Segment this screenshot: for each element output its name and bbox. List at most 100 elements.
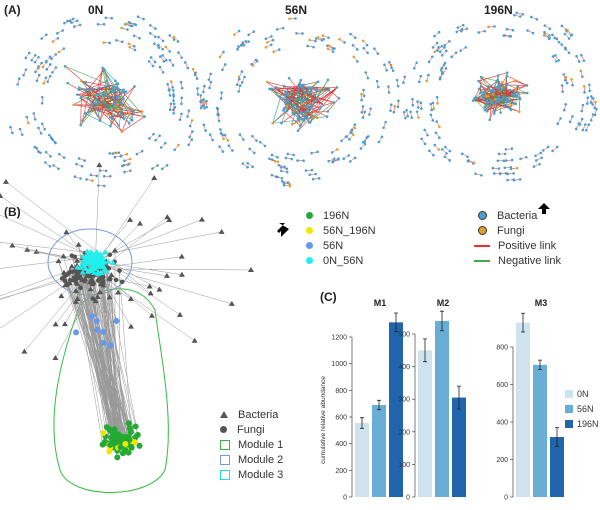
bacteria-node	[52, 321, 59, 327]
edge	[503, 75, 508, 98]
node	[361, 39, 365, 43]
node	[282, 109, 285, 112]
node	[485, 98, 489, 101]
edge	[102, 98, 113, 110]
node	[34, 70, 37, 74]
node	[563, 108, 566, 112]
node	[102, 22, 106, 26]
node	[534, 154, 537, 158]
node	[580, 109, 583, 113]
node	[191, 130, 194, 133]
node	[506, 178, 509, 182]
edge	[131, 111, 134, 121]
node	[296, 107, 300, 110]
network-56N	[199, 17, 400, 188]
node	[406, 114, 409, 118]
bar-56N	[372, 405, 386, 497]
node	[92, 101, 96, 105]
node	[54, 53, 58, 56]
bar-0N	[516, 322, 530, 497]
node	[108, 108, 112, 111]
node	[592, 97, 595, 100]
edge	[0, 242, 101, 255]
node	[48, 165, 52, 168]
node	[98, 109, 101, 113]
network-196N	[402, 11, 598, 182]
node	[161, 47, 165, 51]
node	[158, 65, 162, 69]
node	[88, 106, 92, 110]
node	[411, 103, 415, 107]
node	[199, 106, 203, 110]
edge	[90, 268, 195, 341]
module-1-node	[126, 425, 133, 432]
node	[498, 84, 502, 87]
node	[120, 130, 124, 133]
node	[493, 98, 497, 101]
panel-a-label: (A)	[4, 3, 21, 17]
node	[514, 87, 518, 91]
node	[420, 107, 423, 110]
node	[316, 116, 319, 120]
node	[237, 90, 241, 93]
fungi-node	[95, 278, 101, 283]
node	[306, 109, 309, 112]
edge	[506, 75, 528, 86]
node	[485, 101, 489, 104]
node	[308, 87, 312, 90]
edge	[119, 270, 121, 438]
node	[63, 21, 66, 25]
node	[300, 99, 304, 103]
node	[492, 112, 496, 115]
node	[169, 102, 173, 106]
edge	[111, 275, 117, 448]
edge	[119, 270, 133, 442]
node	[496, 159, 500, 163]
node	[445, 152, 448, 155]
node	[305, 116, 309, 119]
node	[57, 50, 61, 54]
node	[571, 115, 574, 118]
node	[534, 159, 538, 162]
node	[513, 13, 516, 17]
node	[384, 120, 387, 124]
node	[332, 157, 336, 161]
edge	[287, 101, 299, 116]
module-1-node	[113, 439, 120, 446]
node	[412, 66, 416, 70]
node	[310, 168, 314, 172]
node	[580, 117, 584, 121]
node	[385, 68, 388, 72]
edge	[87, 86, 106, 90]
node	[40, 96, 44, 99]
node	[300, 102, 303, 106]
bacteria-node	[89, 281, 96, 287]
node	[45, 68, 49, 71]
node	[331, 50, 335, 53]
node	[284, 102, 288, 106]
edge	[267, 81, 285, 87]
node	[300, 111, 304, 114]
node	[114, 86, 117, 89]
triangle-icon	[220, 411, 228, 418]
bacteria-node	[128, 323, 135, 329]
node	[559, 117, 562, 120]
node	[53, 141, 57, 144]
node	[419, 74, 423, 78]
node	[327, 44, 331, 47]
node	[574, 127, 578, 131]
node	[496, 79, 500, 82]
node	[443, 61, 447, 65]
edge	[297, 83, 300, 109]
node	[271, 121, 274, 125]
node	[443, 43, 447, 47]
node	[582, 85, 586, 88]
node	[366, 51, 369, 55]
node	[219, 97, 223, 100]
edge	[0, 268, 105, 299]
node	[51, 138, 55, 142]
node	[467, 159, 470, 162]
node	[541, 149, 545, 152]
node	[62, 47, 66, 50]
